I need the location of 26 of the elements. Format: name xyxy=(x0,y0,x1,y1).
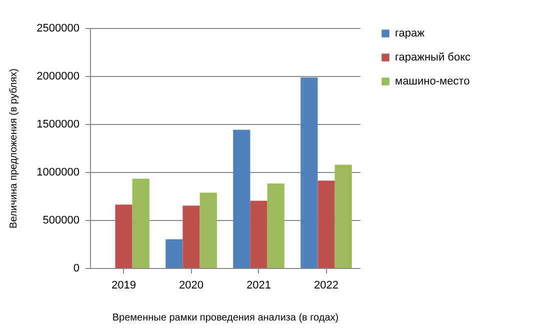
bar xyxy=(233,130,250,268)
legend-label: машино-место xyxy=(395,76,470,88)
legend-label: гараж xyxy=(395,28,426,40)
bar xyxy=(334,164,352,268)
bar xyxy=(300,77,318,268)
y-tick-label: 0 xyxy=(73,262,80,274)
y-tick-label: 1500000 xyxy=(36,118,80,130)
bar xyxy=(115,204,132,268)
bar xyxy=(318,180,335,268)
bar xyxy=(267,184,284,268)
bar xyxy=(250,200,268,268)
y-axis-title: Величина предложения (в рублях) xyxy=(8,68,20,228)
y-tick-label: 1000000 xyxy=(36,166,80,178)
y-tick-label: 2500000 xyxy=(36,22,80,34)
y-tick-label: 500000 xyxy=(42,214,80,226)
x-tick-label: 2021 xyxy=(246,280,271,292)
bar xyxy=(182,206,200,268)
x-axis-title: Временные рамки проведения анализа (в годах) xyxy=(112,312,339,324)
bar xyxy=(132,178,150,268)
bar xyxy=(200,192,217,268)
x-tick-label: 2022 xyxy=(314,280,338,292)
legend-label: гаражный бокс xyxy=(395,52,472,64)
bar xyxy=(166,239,183,268)
x-tick-label: 2019 xyxy=(112,280,136,292)
y-tick-label: 2000000 xyxy=(36,70,80,82)
x-tick-label: 2020 xyxy=(179,280,204,292)
